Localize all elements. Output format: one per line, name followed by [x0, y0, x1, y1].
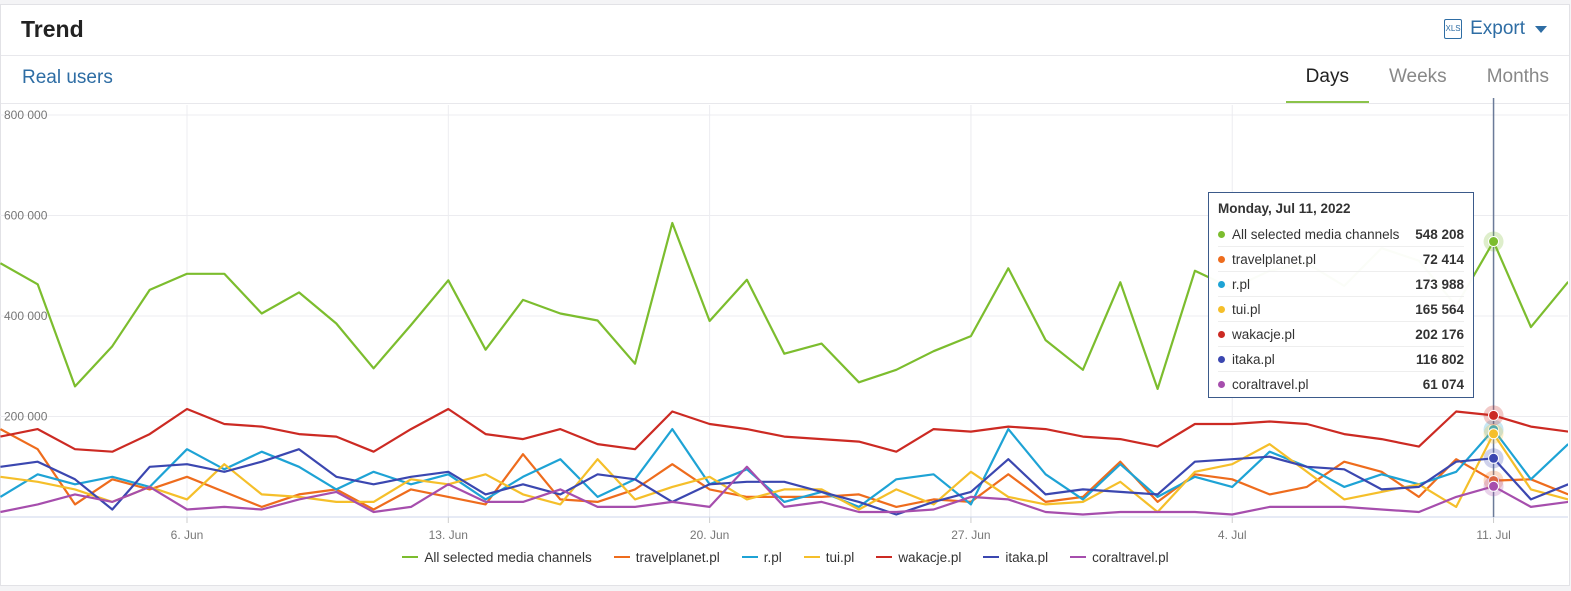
granularity-tabs: Days Weeks Months	[1285, 55, 1569, 103]
xls-icon: XLS	[1444, 19, 1463, 39]
x-tick-label: 11. Jul	[1476, 528, 1510, 542]
highlight-point	[1488, 236, 1500, 248]
tooltip-series-value: 61 074	[1422, 376, 1464, 392]
legend-item[interactable]: r.pl	[741, 549, 782, 565]
tooltip-row: All selected media channels 548 208	[1218, 222, 1464, 246]
tooltip-dot	[1218, 380, 1225, 388]
tooltip-dot	[1218, 255, 1225, 263]
card-header: Trend XLS Export	[1, 5, 1569, 56]
tooltip-row: coraltravel.pl 61 074	[1218, 371, 1464, 396]
series-line-tui.pl	[0, 432, 1568, 514]
chart-legend: All selected media channels travelplanet.…	[0, 546, 1571, 568]
legend-label: tui.pl	[825, 549, 855, 565]
tooltip-dot	[1218, 305, 1225, 313]
legend-swatch	[613, 556, 630, 558]
legend-swatch	[741, 556, 758, 558]
legend-label: r.pl	[763, 549, 782, 565]
legend-swatch	[402, 556, 419, 558]
legend-label: itaka.pl	[1005, 549, 1049, 565]
chart-tooltip: Monday, Jul 11, 2022 All selected media …	[1208, 192, 1474, 398]
card-title: Trend	[21, 16, 84, 42]
tooltip-row: wakacje.pl 202 176	[1218, 321, 1464, 346]
tooltip-series-name: travelplanet.pl	[1232, 251, 1317, 267]
legend-label: wakacje.pl	[898, 549, 962, 565]
tab-months[interactable]: Months	[1486, 66, 1549, 87]
legend-label: All selected media channels	[424, 549, 592, 565]
y-tick-label: 600 000	[4, 209, 48, 223]
tooltip-series-name: tui.pl	[1232, 301, 1261, 317]
tooltip-dot	[1218, 280, 1225, 288]
legend-swatch	[876, 556, 893, 558]
x-tick-label: 13. Jun	[429, 528, 468, 542]
legend-item[interactable]: All selected media channels	[402, 549, 592, 565]
tooltip-series-name: r.pl	[1232, 276, 1251, 292]
y-tick-label: 200 000	[4, 410, 48, 424]
tooltip-row: itaka.pl 116 802	[1218, 346, 1464, 371]
metric-bar: Real users Days Weeks Months	[1, 55, 1569, 104]
legend-item[interactable]: tui.pl	[803, 549, 855, 565]
x-tick-label: 20. Jun	[690, 528, 729, 542]
tooltip-series-value: 202 176	[1415, 326, 1464, 342]
tooltip-series-value: 165 564	[1415, 301, 1464, 317]
legend-item[interactable]: travelplanet.pl	[613, 549, 720, 565]
export-button[interactable]: XLS Export	[1444, 18, 1547, 40]
series-line-travelplanet.pl	[0, 428, 1568, 511]
tooltip-date: Monday, Jul 11, 2022	[1218, 201, 1351, 216]
x-tick-label: 4. Jul	[1218, 528, 1247, 542]
metric-selector[interactable]: Real users	[22, 67, 113, 88]
tooltip-series-value: 116 802	[1415, 351, 1464, 367]
highlight-point	[1488, 480, 1500, 492]
tooltip-dot	[1218, 355, 1225, 363]
legend-item[interactable]: itaka.pl	[983, 550, 1048, 565]
chevron-down-icon	[1535, 25, 1547, 33]
export-label: Export	[1470, 18, 1525, 39]
tooltip-dot	[1218, 230, 1225, 238]
highlight-point	[1488, 409, 1500, 421]
series-line-coraltravel.pl	[0, 465, 1568, 516]
tooltip-series-name: coraltravel.pl	[1232, 376, 1309, 392]
tooltip-dot	[1218, 330, 1225, 338]
tooltip-series-value: 72 414	[1422, 251, 1464, 267]
highlight-point	[1488, 428, 1500, 440]
tooltip-series-name: itaka.pl	[1232, 351, 1275, 367]
tooltip-series-value: 548 208	[1415, 226, 1464, 242]
tooltip-series-value: 173 988	[1415, 276, 1464, 292]
highlight-point	[1488, 452, 1500, 464]
y-tick-label: 400 000	[4, 309, 48, 323]
y-tick-label: 800 000	[4, 108, 48, 122]
tooltip-series-name: All selected media channels	[1232, 226, 1400, 242]
tooltip-row: tui.pl 165 564	[1218, 296, 1464, 321]
legend-label: coraltravel.pl	[1092, 549, 1169, 565]
legend-swatch	[983, 556, 1000, 558]
series-line-wakacje.pl	[0, 407, 1568, 453]
x-tick-label: 6. Jun	[171, 528, 204, 542]
legend-item[interactable]: wakacje.pl	[876, 550, 961, 565]
tooltip-row: travelplanet.pl 72 414	[1218, 246, 1464, 271]
legend-label: travelplanet.pl	[635, 549, 720, 565]
series-line-itaka.pl	[0, 448, 1568, 516]
tooltip-row: r.pl 173 988	[1218, 271, 1464, 296]
legend-item[interactable]: coraltravel.pl	[1070, 550, 1169, 565]
x-tick-label: 27. Jun	[951, 528, 990, 542]
tooltip-series-name: wakacje.pl	[1232, 326, 1296, 342]
legend-swatch	[803, 556, 820, 558]
legend-swatch	[1070, 556, 1087, 558]
tab-weeks[interactable]: Weeks	[1388, 66, 1447, 87]
tab-days[interactable]: Days	[1285, 55, 1369, 103]
